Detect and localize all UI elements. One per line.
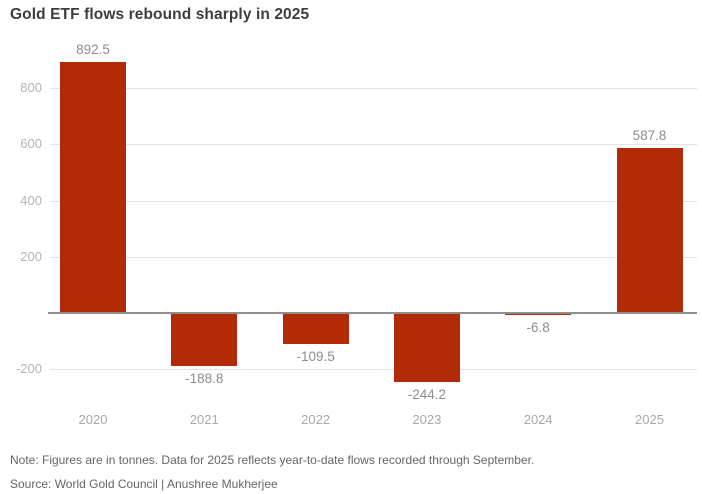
zero-baseline <box>48 312 697 314</box>
bar-value-label: -6.8 <box>526 319 550 335</box>
y-tick-label: -200 <box>15 361 42 377</box>
chart-note: Note: Figures are in tonnes. Data for 20… <box>10 453 535 467</box>
x-tick-label: 2021 <box>189 412 219 427</box>
y-tick-label: 800 <box>20 80 42 95</box>
gridline-600 <box>50 144 697 146</box>
gridline-400 <box>50 200 697 202</box>
gridline--200 <box>50 369 697 371</box>
chart-title: Gold ETF flows rebound sharply in 2025 <box>10 6 310 23</box>
bar-value-label: -109.5 <box>296 348 335 364</box>
gridline-200 <box>50 256 697 258</box>
y-tick-label: 400 <box>20 192 42 208</box>
x-tick-label: 2020 <box>78 412 108 427</box>
bar-value-label: -244.2 <box>407 386 447 402</box>
bar-2020 <box>60 61 126 313</box>
x-tick-label: 2025 <box>635 412 664 427</box>
x-tick-label: 2023 <box>412 412 442 427</box>
bar-2021 <box>171 313 238 367</box>
bar-2023 <box>393 313 460 382</box>
x-tick-label: 2022 <box>301 412 331 427</box>
y-tick-label: 600 <box>20 136 42 152</box>
chart-source: Source: World Gold Council | Anushree Mu… <box>10 477 278 491</box>
x-tick-label: 2024 <box>523 412 553 427</box>
y-tick-label: 200 <box>20 248 42 264</box>
gridline-800 <box>50 88 697 89</box>
bar-2022 <box>282 313 349 344</box>
bar-value-label: -188.8 <box>185 371 224 387</box>
bar-2025 <box>616 147 683 313</box>
bar-value-label: 587.8 <box>632 127 667 143</box>
bar-value-label: 892.5 <box>76 41 110 57</box>
